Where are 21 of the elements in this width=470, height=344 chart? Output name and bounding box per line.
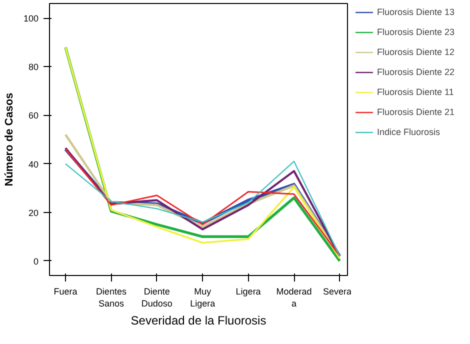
y-tick-label: 0 xyxy=(33,256,39,266)
legend-label: Fluorosis Diente 23 xyxy=(377,27,455,37)
x-tick-label: Diente Dudoso xyxy=(141,286,172,308)
y-tick-label: 60 xyxy=(28,110,39,121)
legend-label: Fluorosis Diente 12 xyxy=(377,47,455,57)
x-tick-label: Fuera xyxy=(54,286,78,296)
y-tick-label: 80 xyxy=(28,62,39,72)
y-tick-label: 40 xyxy=(28,159,39,170)
y-tick-label: 20 xyxy=(28,208,39,218)
x-tick-label: Muy Ligera xyxy=(190,286,216,308)
legend-label: Fluorosis Diente 22 xyxy=(377,67,455,77)
legend-label: Fluorosis Diente 21 xyxy=(377,107,455,117)
x-tick-label: Dientes Sanos xyxy=(96,286,127,308)
legend-label: Fluorosis Diente 11 xyxy=(377,87,454,97)
x-tick-label: Moderada xyxy=(276,286,312,308)
x-axis-title: Severidad de la Fluorosis xyxy=(130,314,266,328)
x-tick-label: Ligera xyxy=(236,286,261,296)
legend-label: Indice Fluorosis xyxy=(377,127,440,137)
y-tick-label: 100 xyxy=(23,14,39,24)
y-axis-title: Número de Casos xyxy=(3,92,16,186)
legend-label: Fluorosis Diente 13 xyxy=(377,7,455,17)
